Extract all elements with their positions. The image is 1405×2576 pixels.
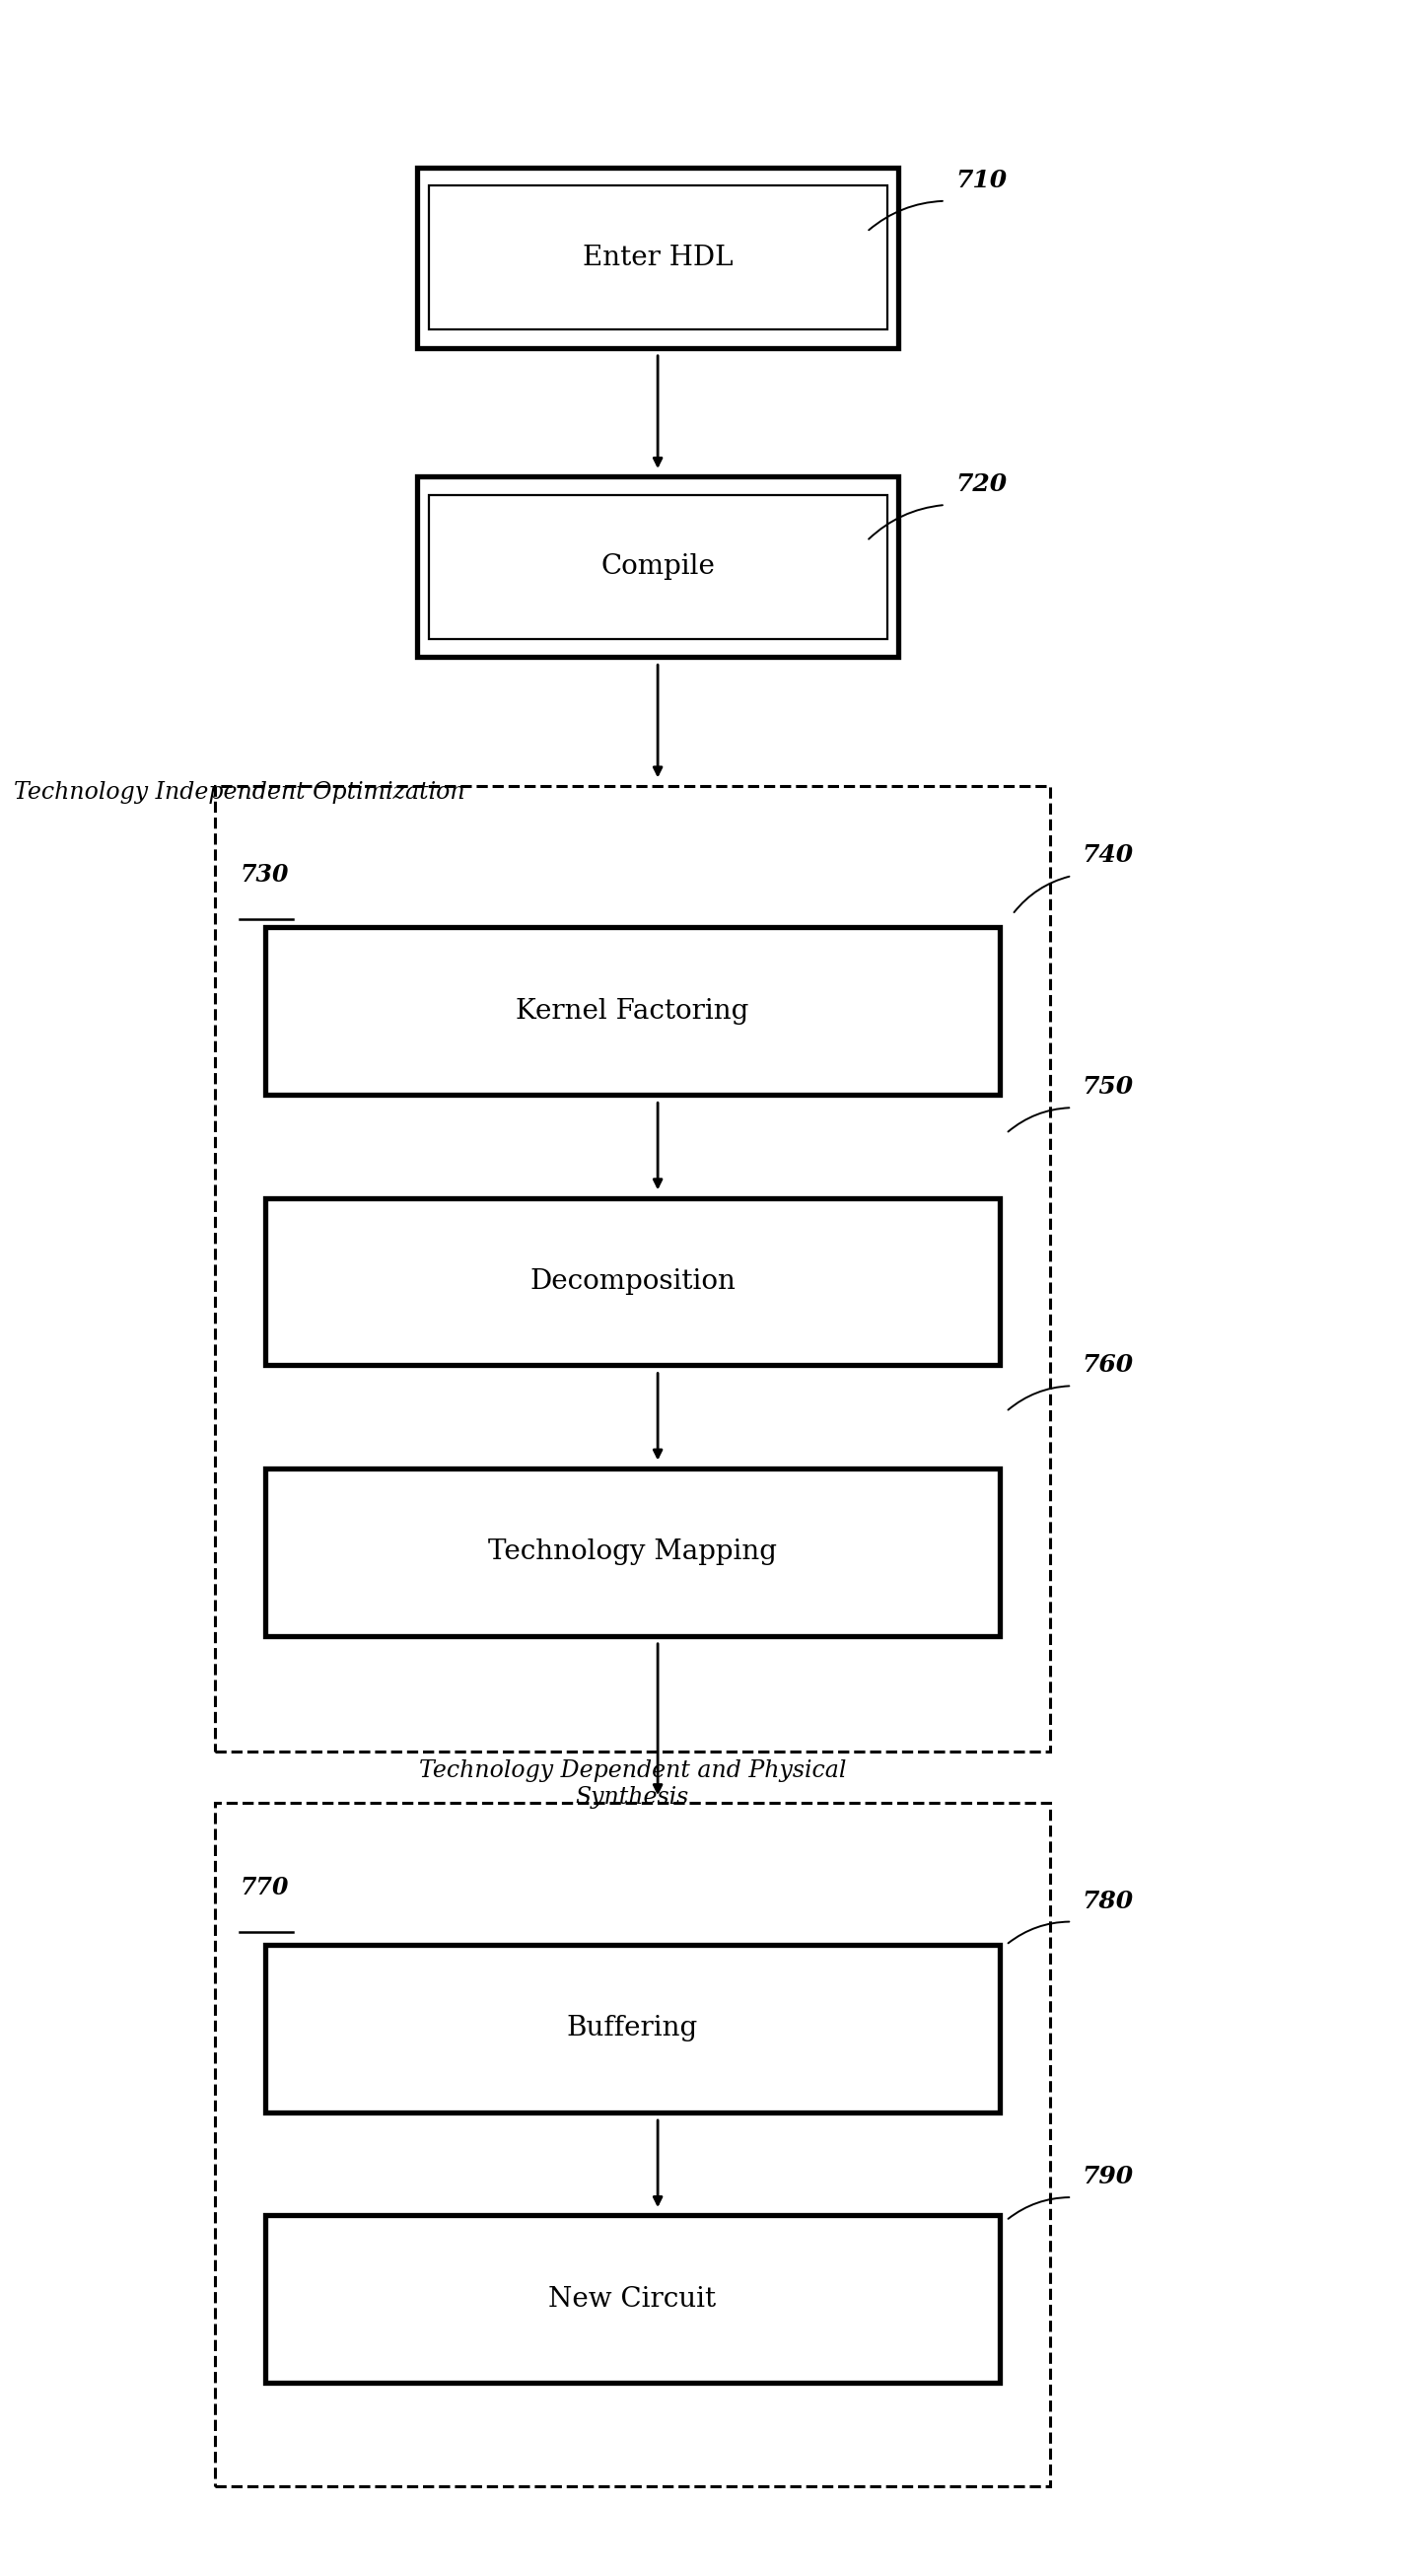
Text: 780: 780 <box>1082 1888 1134 1914</box>
Text: 750: 750 <box>1082 1074 1134 1100</box>
Text: 790: 790 <box>1082 2164 1134 2190</box>
Text: 740: 740 <box>1082 842 1134 868</box>
Text: 770: 770 <box>240 1875 288 1899</box>
Text: Kernel Factoring: Kernel Factoring <box>516 997 749 1025</box>
Bar <box>417 477 898 657</box>
Bar <box>429 185 887 330</box>
Bar <box>215 786 1051 1752</box>
Bar <box>266 1198 1000 1365</box>
Bar <box>429 495 887 639</box>
Text: Decomposition: Decomposition <box>530 1267 735 1296</box>
Text: Technology Mapping: Technology Mapping <box>488 1538 777 1566</box>
Text: Technology Dependent and Physical
Synthesis: Technology Dependent and Physical Synthe… <box>419 1759 846 1808</box>
Bar <box>215 1803 1051 2486</box>
Bar <box>266 927 1000 1095</box>
Text: 710: 710 <box>955 167 1007 193</box>
Bar <box>266 1468 1000 1636</box>
Text: Technology Independent Optimization: Technology Independent Optimization <box>14 781 465 804</box>
Bar <box>266 1945 1000 2112</box>
Text: Enter HDL: Enter HDL <box>583 245 733 270</box>
Text: Compile: Compile <box>600 554 715 580</box>
Text: Buffering: Buffering <box>566 2014 698 2043</box>
Text: New Circuit: New Circuit <box>548 2285 717 2313</box>
Text: 720: 720 <box>955 471 1007 497</box>
Bar <box>266 2215 1000 2383</box>
Bar <box>417 167 898 348</box>
Text: 730: 730 <box>240 863 288 886</box>
Text: 760: 760 <box>1082 1352 1134 1378</box>
